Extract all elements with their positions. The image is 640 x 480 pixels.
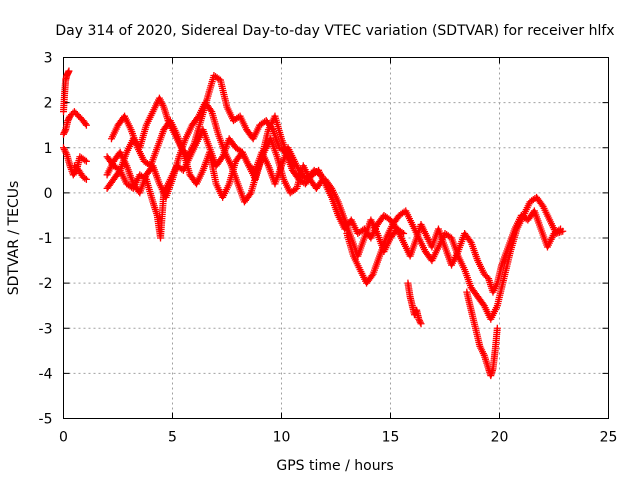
data-point	[81, 120, 89, 128]
data-point	[64, 117, 72, 125]
data-point	[416, 318, 424, 326]
y-tick-label: 1	[44, 141, 53, 157]
x-tick-label: 15	[382, 430, 400, 446]
data-point	[559, 227, 567, 235]
x-tick-label: 0	[59, 430, 68, 446]
x-tick-label: 20	[491, 430, 509, 446]
y-tick-label: -4	[39, 366, 53, 382]
series-sat-b	[60, 67, 73, 116]
data-point	[60, 129, 68, 137]
y-tick-label: 2	[44, 96, 53, 112]
data-point	[60, 130, 67, 138]
y-tick-label: -5	[39, 412, 53, 428]
x-axis-label: GPS time / hours	[276, 458, 393, 474]
y-tick-label: 0	[44, 186, 53, 202]
data-point	[81, 174, 89, 182]
data-point	[493, 324, 501, 332]
data-point	[415, 315, 423, 323]
data-point	[61, 127, 69, 135]
data-point	[81, 156, 89, 164]
data-point	[82, 121, 90, 129]
data-point	[82, 157, 90, 165]
x-tick-label: 5	[168, 430, 177, 446]
series-sat-j	[343, 193, 567, 323]
y-tick-label: 3	[44, 51, 53, 67]
x-tick-label: 25	[600, 430, 618, 446]
data-point	[315, 170, 323, 178]
data-point	[317, 171, 325, 179]
y-tick-label: -2	[39, 276, 53, 292]
data-point	[82, 175, 90, 183]
series-sat-h	[107, 112, 299, 201]
series-sat-d	[70, 162, 90, 183]
data-point	[65, 67, 73, 75]
data-point	[291, 162, 299, 170]
y-tick-label: -3	[39, 321, 53, 337]
data-point	[289, 160, 297, 168]
data-point	[466, 237, 474, 245]
axes: 0 5 10 15 20 25 -5 -4 -3 -2 -1 0 1 2 3	[39, 51, 618, 446]
y-axis-label: SDTVAR / TECUs	[6, 181, 22, 296]
data-point	[416, 317, 424, 325]
data-point	[368, 272, 376, 280]
data-marks	[60, 67, 567, 380]
data-point	[65, 115, 73, 123]
data-point	[207, 106, 215, 114]
series-sat-k	[404, 279, 425, 328]
series-sat-a	[60, 108, 90, 138]
data-point	[218, 154, 226, 162]
data-point	[246, 190, 254, 198]
x-tick-label: 10	[273, 430, 291, 446]
y-tick-label: -1	[39, 231, 53, 247]
chart-title: Day 314 of 2020, Sidereal Day-to-day VTE…	[55, 23, 614, 39]
series-sat-l	[463, 288, 501, 380]
data-point	[417, 320, 425, 328]
